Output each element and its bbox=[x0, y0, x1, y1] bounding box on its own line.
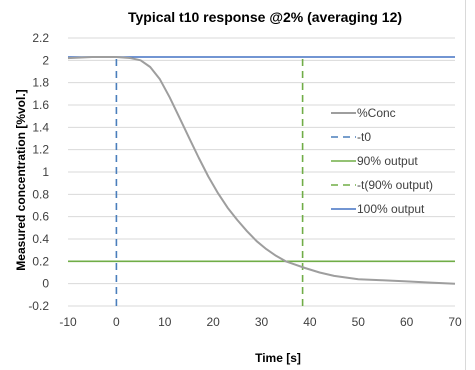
y-tick-label: 0 bbox=[42, 277, 49, 291]
y-tick-labels: -0.2 0 0.2 0.4 0.6 0.8 1 1.2 1.4 1.6 1.8 2 2.2 bbox=[28, 31, 49, 313]
x-tick-label: 70 bbox=[448, 315, 462, 329]
x-tick-label: 50 bbox=[352, 315, 366, 329]
y-tick-label: 0.2 bbox=[32, 254, 49, 268]
legend-label: -t0 bbox=[357, 130, 371, 144]
x-tick-labels: -10 0 10 20 30 40 50 60 70 bbox=[59, 315, 462, 329]
y-tick-label: 0.8 bbox=[32, 187, 49, 201]
y-tick-label: 2.2 bbox=[32, 31, 49, 45]
x-tick-label: -10 bbox=[59, 315, 77, 329]
y-tick-label: 1.6 bbox=[32, 98, 49, 112]
legend-label: -t(90% output) bbox=[357, 178, 433, 192]
y-tick-label: -0.2 bbox=[28, 299, 49, 313]
y-tick-label: 2 bbox=[42, 53, 49, 67]
y-tick-label: 1.8 bbox=[32, 76, 49, 90]
y-axis-title: Measured concentration [%vol.] bbox=[14, 89, 28, 270]
y-tick-label: 1.4 bbox=[32, 120, 49, 134]
y-tick-label: 1 bbox=[42, 165, 49, 179]
chart-frame-border bbox=[465, 0, 466, 370]
y-tick-label: 0.6 bbox=[32, 210, 49, 224]
gridlines bbox=[68, 37, 455, 307]
series-line bbox=[67, 56, 456, 285]
x-tick-label: 20 bbox=[206, 315, 220, 329]
chart-title: Typical t10 response @2% (averaging 12) bbox=[128, 9, 402, 25]
series-layer bbox=[67, 56, 456, 306]
x-tick-label: 0 bbox=[113, 315, 120, 329]
x-tick-label: 40 bbox=[303, 315, 317, 329]
legend-label: 100% output bbox=[357, 202, 425, 216]
legend: %Conc -t0 90% output -t(90% output) 100% out… bbox=[331, 106, 433, 216]
legend-label: 90% output bbox=[357, 154, 418, 168]
x-tick-label: 60 bbox=[400, 315, 414, 329]
x-tick-label: 30 bbox=[255, 315, 269, 329]
y-tick-label: 0.4 bbox=[32, 232, 49, 246]
x-tick-label: 10 bbox=[158, 315, 172, 329]
legend-label: %Conc bbox=[357, 106, 396, 120]
y-tick-label: 1.2 bbox=[32, 143, 49, 157]
x-axis-title: Time [s] bbox=[255, 351, 301, 365]
